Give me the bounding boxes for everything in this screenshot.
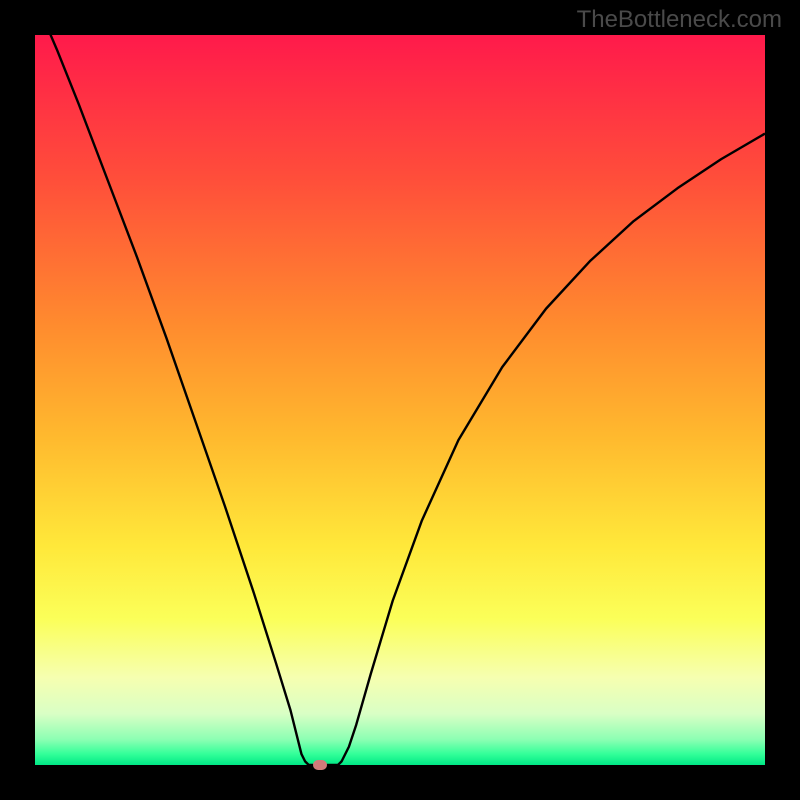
- chart-frame: TheBottleneck.com: [0, 0, 800, 800]
- plot-area: [35, 35, 765, 765]
- vertex-marker: [313, 760, 327, 770]
- gradient-background: [35, 35, 765, 765]
- plot-svg: [35, 35, 765, 765]
- watermark-text: TheBottleneck.com: [577, 6, 782, 34]
